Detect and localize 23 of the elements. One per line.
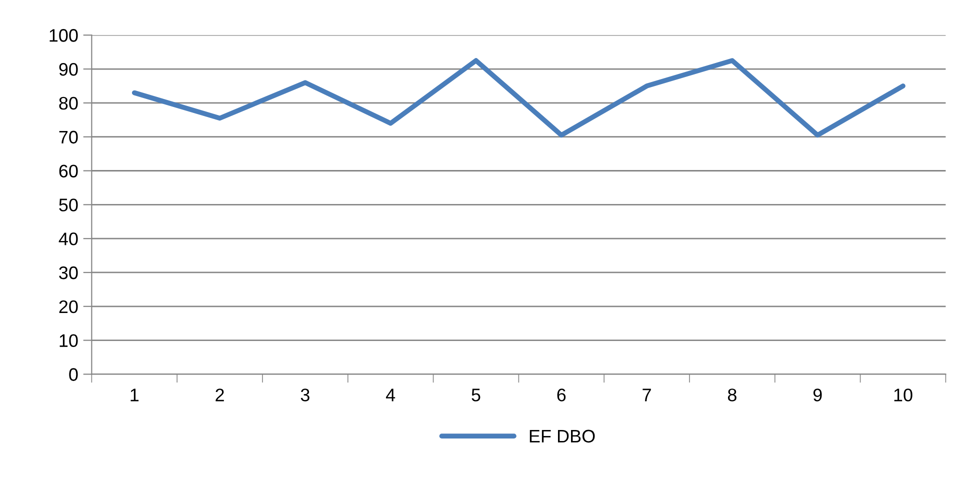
y-tick-label: 10 [60, 334, 78, 348]
x-tick-label: 4 [386, 388, 396, 402]
y-tick-label: 90 [59, 62, 78, 76]
y-tick-label: 40 [58, 232, 78, 246]
y-tick-label: 50 [59, 198, 78, 212]
y-tick-label: 20 [59, 300, 78, 314]
line-series [132, 58, 906, 138]
y-tick-label: 80 [59, 96, 78, 110]
y-tick-label: 100 [50, 29, 78, 42]
y-tick-label: 60 [59, 164, 78, 178]
legend-label: EF DBO [530, 430, 595, 443]
x-tick-label: 7 [642, 388, 651, 402]
x-tick-label: 10 [894, 388, 912, 402]
x-tick-label: 6 [557, 388, 566, 402]
x-tick-label: 3 [300, 388, 310, 402]
x-tick-label: 2 [216, 388, 224, 402]
x-tick-label: 9 [813, 388, 822, 402]
x-tick-label: 1 [130, 388, 139, 402]
y-tick-label: 70 [59, 130, 78, 144]
y-tick-label: 0 [69, 368, 78, 381]
x-tick-label: 8 [728, 388, 736, 402]
y-tick-label: 30 [59, 266, 78, 280]
x-tick-label: 5 [472, 388, 480, 402]
